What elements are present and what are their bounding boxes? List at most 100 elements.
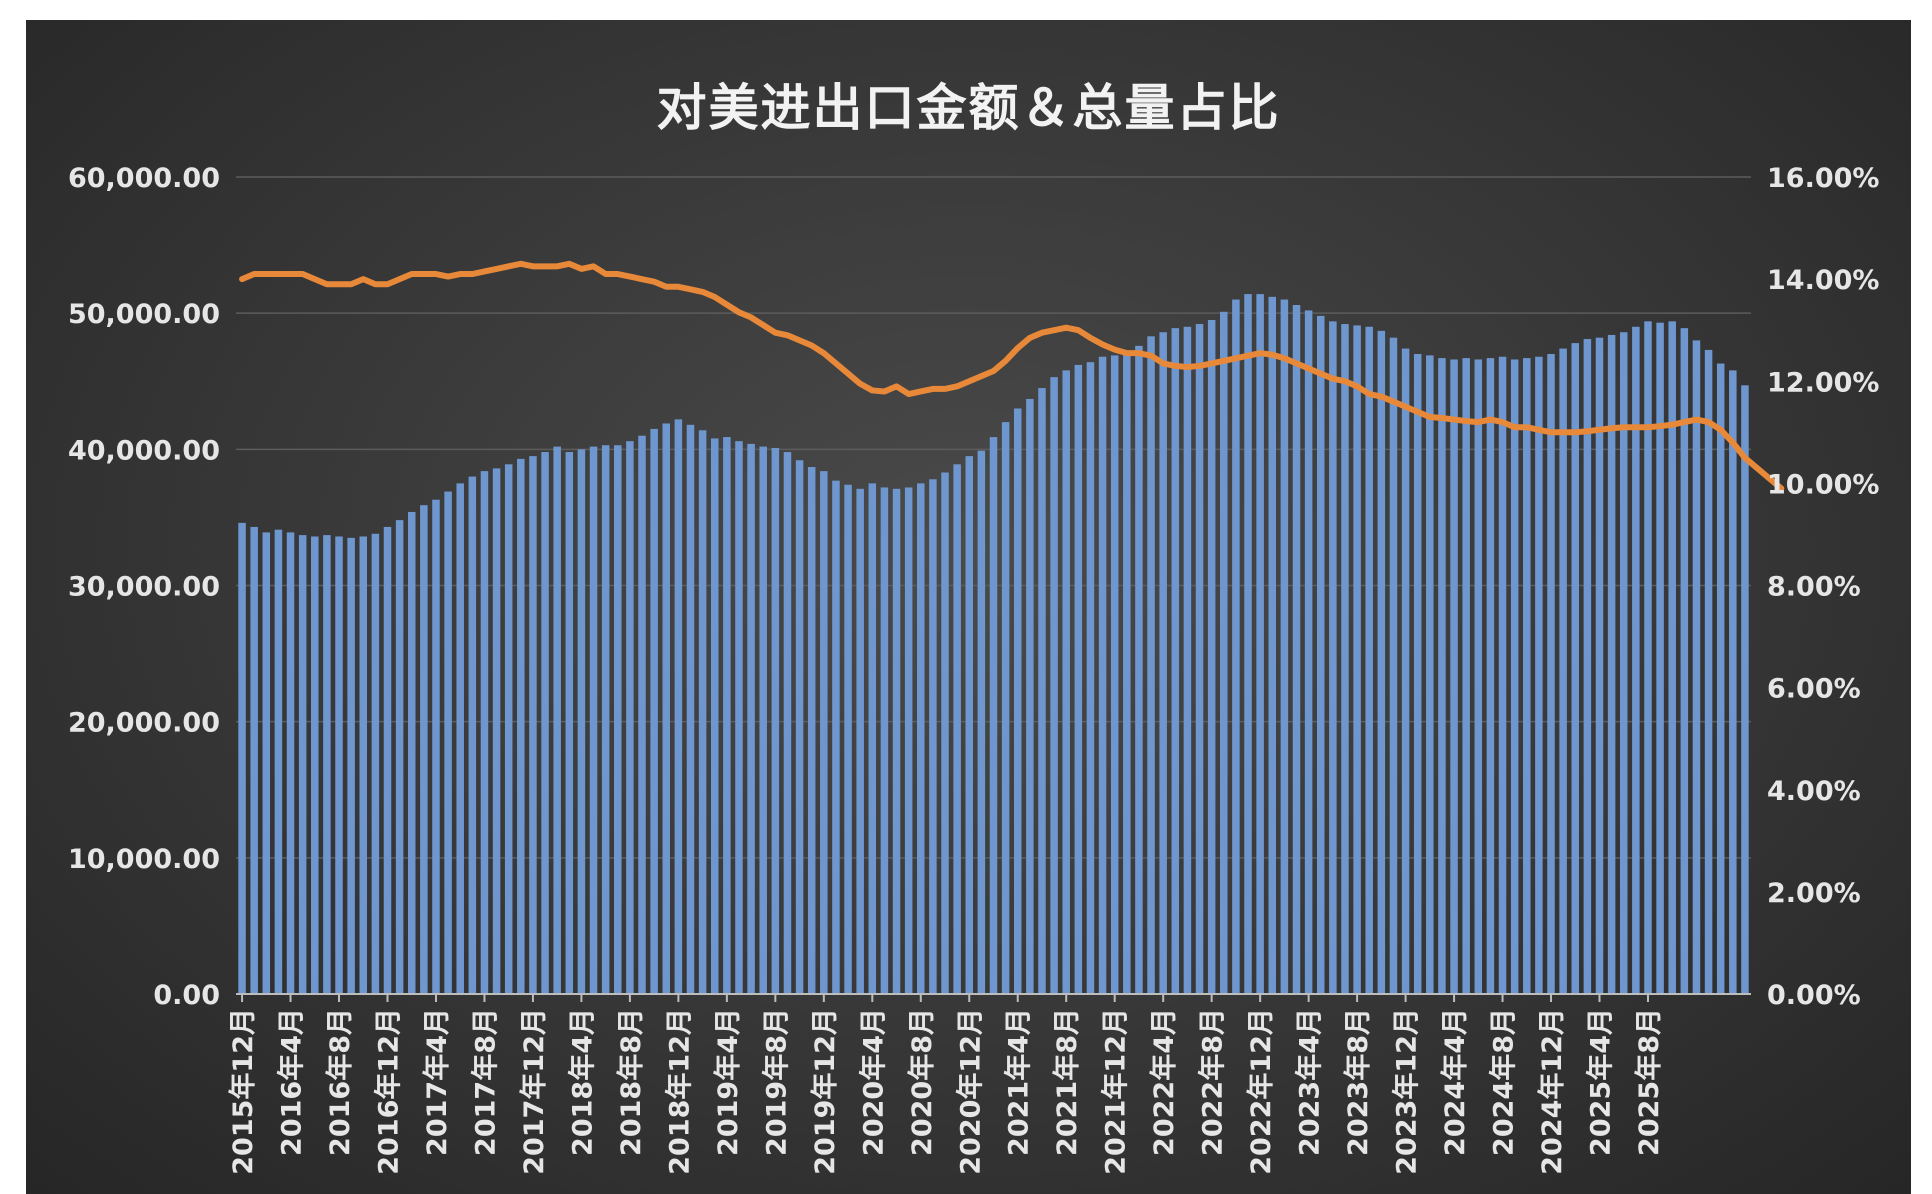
x-tick-label: 2017年12月	[518, 1008, 550, 1175]
x-tick-label: 2018年12月	[663, 1008, 695, 1175]
bar	[698, 430, 707, 994]
x-tick-label: 2022年4月	[1148, 1008, 1180, 1156]
bar	[977, 450, 986, 994]
x-tick-label: 2019年12月	[809, 1008, 841, 1175]
bar	[407, 511, 416, 994]
bar	[1353, 325, 1361, 994]
bar	[1607, 334, 1616, 994]
bar	[1426, 355, 1434, 994]
bar	[807, 467, 816, 994]
bar	[1716, 363, 1725, 994]
bar	[1026, 398, 1034, 994]
y-right-tick-label: 2.00%	[1767, 878, 1861, 909]
x-tick-label: 2020年12月	[954, 1008, 986, 1175]
bar	[577, 449, 586, 995]
bar	[1680, 328, 1689, 994]
bar	[892, 488, 901, 994]
bar	[844, 484, 852, 994]
bar	[323, 535, 331, 994]
x-tick-label: 2024年8月	[1488, 1008, 1520, 1156]
bar	[1171, 328, 1180, 994]
bar	[1704, 349, 1713, 994]
bar	[1195, 324, 1204, 994]
bar	[1632, 326, 1640, 994]
y-right-tick-label: 4.00%	[1767, 776, 1861, 807]
bar	[856, 488, 864, 994]
bar	[517, 458, 525, 994]
chart-frame: 对美进出口金额＆总量占比 0.00 10,000.00 20,000.00 30,00…	[26, 20, 1911, 1194]
bar	[662, 423, 671, 995]
bar	[1268, 296, 1277, 995]
bar	[1050, 377, 1058, 994]
bar	[1523, 358, 1531, 995]
bar	[1292, 305, 1301, 994]
y-right-tick-label: 8.00%	[1767, 572, 1861, 603]
bar	[1341, 324, 1349, 994]
bar	[771, 447, 780, 995]
x-tick-label: 2018年8月	[615, 1008, 647, 1156]
bar	[1462, 358, 1470, 995]
bar	[274, 529, 283, 994]
bar	[710, 438, 719, 994]
bar	[1329, 321, 1337, 995]
x-tick-label: 2025年8月	[1633, 1008, 1665, 1156]
bar	[420, 505, 428, 994]
y-right-tick-label: 10.00%	[1767, 469, 1879, 500]
bar	[1316, 315, 1325, 994]
bar	[238, 522, 246, 994]
bar	[1741, 385, 1749, 995]
x-tick-label: 2022年12月	[1245, 1008, 1277, 1175]
bar	[504, 464, 513, 994]
bar	[432, 499, 440, 994]
y-left-tick-label: 50,000.00	[68, 299, 220, 330]
x-tick-label: 2024年4月	[1439, 1008, 1471, 1156]
x-tick-label: 2018年4月	[566, 1008, 598, 1156]
bar	[1547, 354, 1555, 994]
bar	[468, 476, 477, 994]
x-tick-label: 2023年12月	[1391, 1008, 1423, 1175]
y-left-tick-label: 0.00	[153, 980, 220, 1011]
bar	[1644, 321, 1652, 995]
bar	[917, 483, 925, 995]
bar	[1365, 326, 1373, 994]
bar	[492, 468, 501, 994]
x-tick-labels: 2015年12月 2016年4月 2016年8月 2016年12月 2017年4月 201…	[227, 994, 1665, 1175]
bar	[1656, 322, 1664, 994]
x-tick-label: 2023年4月	[1294, 1008, 1326, 1156]
x-tick-label: 2021年4月	[1003, 1008, 1035, 1156]
bar	[1413, 354, 1422, 994]
bar	[1571, 343, 1580, 994]
bar	[1389, 337, 1398, 994]
line-layer	[239, 260, 1785, 492]
bar	[1001, 422, 1010, 995]
x-tick-label: 2015年12月	[227, 1008, 259, 1175]
bar	[1583, 339, 1592, 994]
bar	[371, 533, 380, 994]
y-right-tick-label: 6.00%	[1767, 674, 1861, 705]
chart-svg: 0.00 10,000.00 20,000.00 30,000.00 40,000.00…	[68, 163, 1880, 1175]
bar	[1256, 294, 1264, 995]
bar	[868, 483, 877, 995]
bar	[589, 446, 598, 994]
bar	[347, 537, 355, 994]
bar	[735, 441, 743, 994]
bar	[723, 437, 731, 995]
bar	[1062, 370, 1070, 994]
bar	[1486, 358, 1495, 995]
bar	[759, 446, 767, 994]
x-tick-label: 2025年4月	[1585, 1008, 1617, 1156]
bar	[1595, 337, 1604, 994]
bar	[1135, 345, 1143, 995]
bar	[1668, 321, 1676, 995]
bar	[601, 445, 610, 994]
y-left-tick-label: 60,000.00	[68, 163, 220, 194]
x-tick-label: 2022年8月	[1197, 1008, 1229, 1156]
bar	[1183, 326, 1192, 994]
bar	[795, 460, 804, 995]
bar	[953, 464, 961, 994]
bar	[529, 456, 537, 994]
bar	[444, 491, 452, 994]
bar	[783, 452, 792, 994]
bar	[1220, 311, 1228, 994]
bar	[747, 443, 755, 994]
